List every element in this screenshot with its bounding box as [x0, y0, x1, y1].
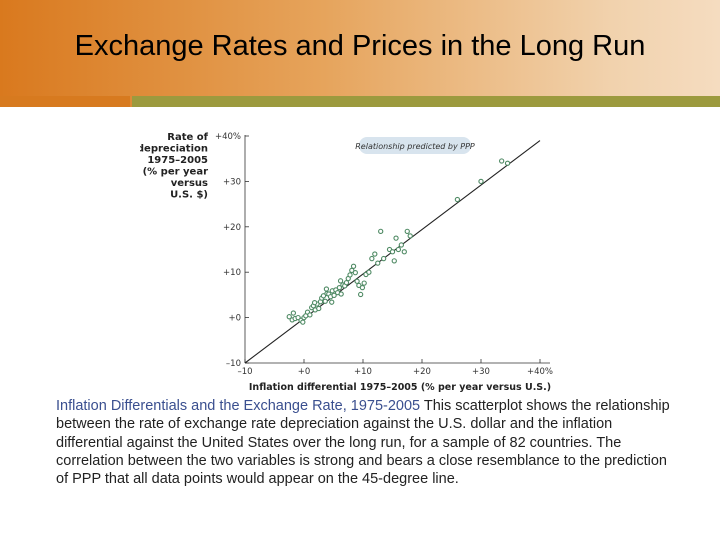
data-point — [372, 251, 378, 257]
chart-axes — [244, 135, 550, 364]
x-axis-label: Inflation differential 1975–2005 (% per … — [249, 382, 551, 393]
data-point — [504, 160, 511, 166]
data-point — [349, 267, 355, 274]
y-label-line: (% per year — [143, 167, 208, 178]
data-point — [454, 196, 461, 203]
data-point — [478, 178, 484, 185]
data-point — [375, 260, 381, 266]
annotation-text: Relationship predicted by PPP — [355, 142, 475, 151]
data-point — [395, 246, 402, 253]
y-label-line: U.S. $) — [170, 190, 208, 201]
data-point — [290, 310, 297, 316]
x-ticks: –10 +0 +10 +20 +30 +40% — [237, 359, 553, 377]
y-tick-label: +20 — [223, 223, 241, 233]
slide-title: Exchange Rates and Prices in the Long Ru… — [74, 30, 646, 62]
y-tick-label: +0 — [228, 314, 241, 324]
y-ticks: –10 +0 +10 +20 +30 +40% — [215, 132, 249, 369]
data-point — [498, 158, 505, 164]
accent-bar-right — [132, 96, 720, 107]
data-point — [378, 228, 384, 234]
y-tick-label: +40% — [215, 132, 241, 142]
data-point — [357, 291, 364, 298]
x-tick-label: +10 — [354, 367, 372, 377]
x-tick-label: +30 — [472, 367, 490, 377]
x-tick-label: –10 — [237, 367, 252, 377]
caption: Inflation Differentials and the Exchange… — [56, 397, 676, 488]
data-points — [286, 158, 511, 325]
data-point — [300, 319, 306, 325]
data-point — [352, 270, 358, 276]
data-point — [401, 249, 407, 255]
data-point — [347, 272, 353, 278]
data-point — [311, 299, 318, 306]
data-point — [356, 282, 362, 289]
header-band — [0, 0, 720, 107]
data-point — [361, 280, 367, 286]
annotation-box — [359, 137, 471, 154]
data-point — [307, 312, 313, 318]
data-point — [354, 278, 360, 284]
data-point — [343, 279, 350, 286]
data-point — [337, 278, 344, 284]
data-point — [329, 299, 335, 305]
y-tick-label: +30 — [223, 177, 241, 187]
x-tick-label: +40% — [527, 367, 553, 377]
data-point — [404, 228, 410, 234]
data-point — [323, 286, 330, 292]
accent-bar-left — [0, 96, 130, 107]
data-point — [369, 255, 375, 262]
data-point — [320, 293, 327, 299]
y-tick-label: –10 — [226, 359, 241, 369]
y-label-line: versus — [171, 178, 208, 189]
data-point — [331, 292, 337, 299]
data-point — [338, 291, 344, 297]
data-point — [391, 258, 397, 264]
data-point — [380, 255, 387, 262]
caption-body: This scatterplot shows the relationship … — [56, 398, 670, 488]
data-point — [407, 233, 413, 239]
data-point — [366, 269, 372, 275]
data-point — [322, 298, 328, 304]
data-point — [336, 284, 343, 291]
y-label-line: depreciation — [140, 144, 208, 155]
data-point — [389, 249, 396, 255]
data-point — [359, 284, 366, 291]
caption-lead: Inflation Differentials and the Exchange… — [56, 398, 421, 414]
y-tick-label: +10 — [223, 268, 241, 278]
data-point — [398, 242, 404, 248]
x-tick-label: +0 — [298, 367, 311, 377]
y-label-line: 1975–2005 — [147, 155, 208, 166]
data-point — [286, 314, 292, 320]
y-label-line: Rate of — [167, 132, 208, 143]
data-point — [350, 263, 357, 269]
ppp-annotation: Relationship predicted by PPP — [355, 137, 475, 154]
x-tick-label: +20 — [413, 367, 431, 377]
data-point — [316, 305, 322, 312]
data-point — [393, 235, 399, 241]
